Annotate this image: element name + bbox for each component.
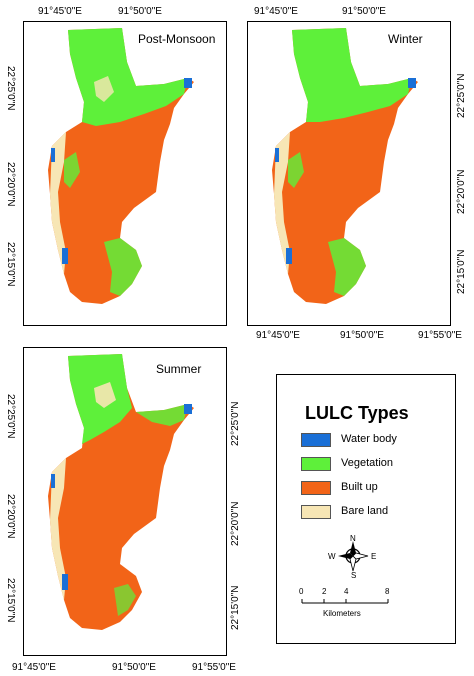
legend-label-builtup: Built up — [341, 481, 378, 493]
tick-top: 91°50'0"E — [342, 6, 386, 17]
tick-left: 22°25'0"N — [5, 66, 16, 111]
legend-swatch-bareland — [301, 505, 331, 519]
panel-title: Summer — [156, 362, 202, 376]
legend-label-vegetation: Vegetation — [341, 457, 393, 469]
compass-label-s: S — [351, 571, 357, 580]
tick-right: 22°25'0"N — [456, 73, 467, 119]
tick-right: 22°15'0"N — [230, 585, 241, 631]
tick-bottom: 91°55'0"E — [192, 662, 236, 673]
tick-left: 22°25'0"N — [5, 394, 16, 439]
lulc-map-summer — [48, 354, 194, 630]
tick-right: 22°15'0"N — [456, 249, 467, 295]
tick-right: 22°20'0"N — [230, 501, 241, 547]
legend-panel: LULC Types Water body Vegetation Built u… — [276, 374, 456, 644]
lulc-map-post-monsoon — [48, 28, 194, 304]
tick-left: 22°15'0"N — [5, 578, 16, 623]
tick-bottom: 91°45'0"E — [12, 662, 56, 673]
compass-icon — [338, 541, 369, 572]
tick-bottom: 91°55'0"E — [418, 330, 462, 341]
scale-unit: Kilometers — [323, 609, 361, 618]
legend-swatch-water — [301, 433, 331, 447]
scale-label: 0 — [299, 587, 304, 596]
tick-top: 91°45'0"E — [38, 6, 82, 17]
scale-bar — [301, 599, 389, 604]
map-panel-post-monsoon: Post-Monsoon — [23, 21, 227, 326]
city-shape — [272, 28, 418, 304]
city-shape — [48, 354, 194, 630]
lulc-map-winter — [272, 28, 418, 304]
tick-left: 22°20'0"N — [5, 494, 16, 539]
legend-swatch-vegetation — [301, 457, 331, 471]
compass-label-n: N — [350, 534, 356, 543]
map-panel-winter: Winter — [247, 21, 451, 326]
tick-left: 22°15'0"N — [5, 242, 16, 287]
legend-label-water: Water body — [341, 433, 397, 445]
tick-right: 22°25'0"N — [230, 401, 241, 447]
scale-label: 8 — [385, 587, 390, 596]
tick-top: 91°50'0"E — [118, 6, 162, 17]
tick-bottom: 91°50'0"E — [340, 330, 384, 341]
tick-bottom: 91°50'0"E — [112, 662, 156, 673]
panel-title: Winter — [388, 32, 423, 46]
map-panel-summer: Summer — [23, 347, 227, 656]
compass-label-e: E — [371, 552, 377, 561]
tick-left: 22°20'0"N — [5, 162, 16, 207]
tick-bottom: 91°45'0"E — [256, 330, 300, 341]
tick-top: 91°45'0"E — [254, 6, 298, 17]
tick-right: 22°20'0"N — [456, 169, 467, 215]
legend-swatch-builtup — [301, 481, 331, 495]
panel-title: Post-Monsoon — [138, 32, 216, 46]
compass-label-w: W — [328, 552, 336, 561]
legend-label-bareland: Bare land — [341, 505, 389, 517]
city-shape — [48, 28, 194, 304]
scale-label: 2 — [322, 587, 327, 596]
legend-title: LULC Types — [305, 403, 409, 423]
scale-label: 4 — [344, 587, 349, 596]
